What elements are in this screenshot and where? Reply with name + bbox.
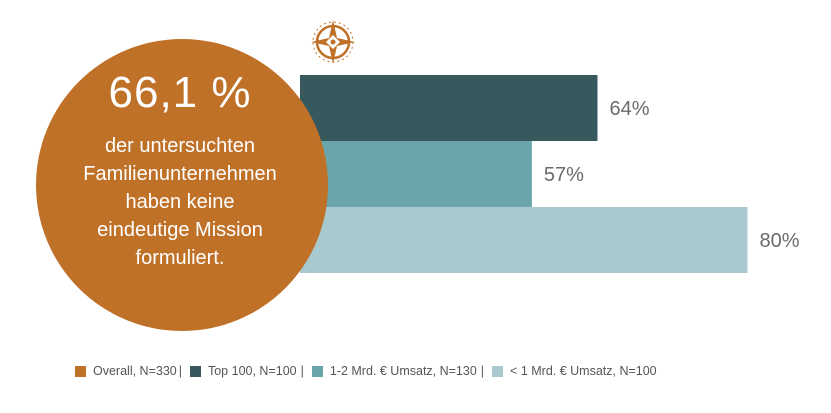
- legend-swatch: [492, 365, 504, 377]
- legend-item-overall: Overall, N=330: [75, 364, 177, 378]
- legend-label: Overall, N=330: [93, 364, 177, 378]
- legend-item-top100: Top 100, N=100: [189, 364, 297, 378]
- legend-label: 1-2 Mrd. € Umsatz, N=130: [329, 364, 477, 378]
- legend-label: Top 100, N=100: [207, 364, 297, 378]
- bar-2: [300, 141, 532, 207]
- bar-value-label: 80%: [760, 230, 800, 252]
- legend-item-1-2-mrd: 1-2 Mrd. € Umsatz, N=130: [311, 364, 477, 378]
- compass-rose-icon: [311, 20, 355, 64]
- bar-value-label: 64%: [610, 98, 650, 120]
- legend-swatch: [75, 365, 86, 377]
- legend-item-lt-1-mrd: < 1 Mrd. € Umsatz, N=100: [492, 364, 657, 378]
- bars-group: 64% 57% 80%: [300, 75, 800, 273]
- bar-1: [300, 75, 598, 141]
- legend-swatch: [311, 365, 323, 377]
- legend-separator: |: [178, 364, 182, 378]
- bar-value-label: 57%: [544, 164, 584, 186]
- legend-label: < 1 Mrd. € Umsatz, N=100: [510, 364, 657, 378]
- legend: Overall, N=330 | Top 100, N=100 | 1-2 Mr…: [75, 364, 657, 378]
- overall-circle: [36, 39, 328, 331]
- legend-separator: |: [480, 364, 485, 378]
- legend-separator: |: [300, 364, 304, 378]
- legend-swatch: [189, 365, 201, 377]
- bar-3: [300, 207, 748, 273]
